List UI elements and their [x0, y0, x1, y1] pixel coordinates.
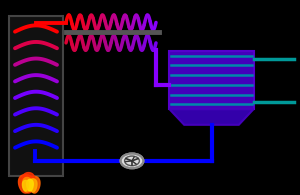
Circle shape: [121, 153, 143, 168]
Polygon shape: [29, 179, 37, 192]
Bar: [9, 16, 63, 176]
Polygon shape: [19, 175, 32, 193]
Polygon shape: [22, 180, 28, 191]
Polygon shape: [169, 109, 254, 125]
Bar: [169, 51, 254, 109]
Polygon shape: [22, 173, 35, 193]
Polygon shape: [29, 176, 40, 193]
Polygon shape: [22, 177, 32, 192]
Polygon shape: [27, 179, 33, 191]
